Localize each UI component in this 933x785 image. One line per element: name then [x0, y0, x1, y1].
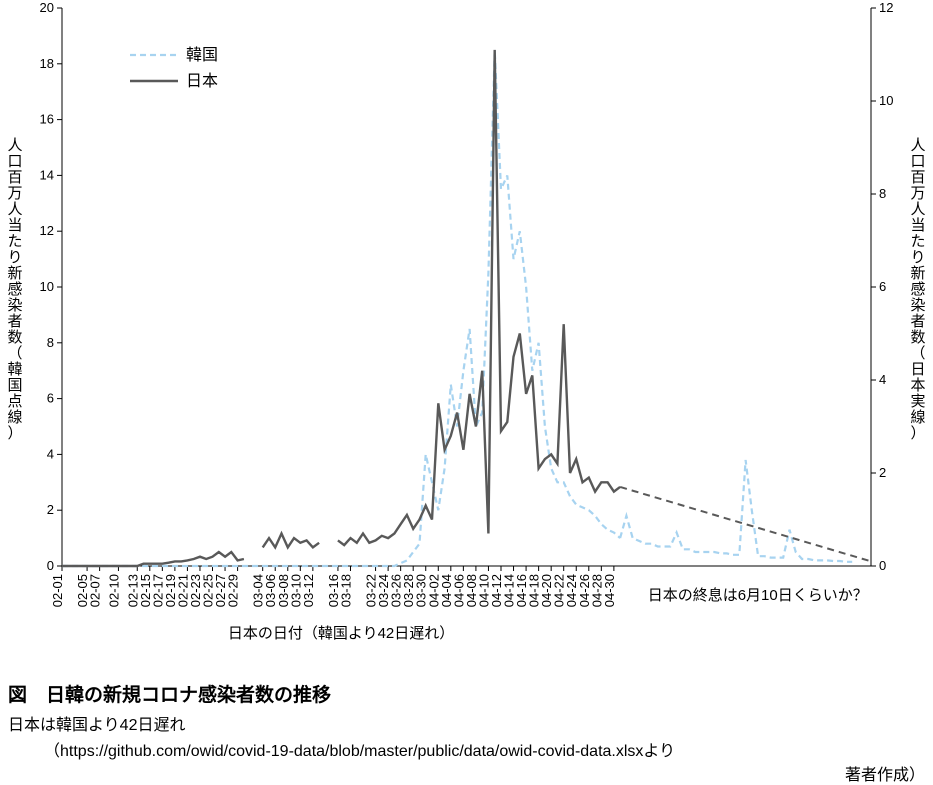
svg-text:02-10: 02-10 — [106, 574, 121, 607]
svg-text:12: 12 — [40, 223, 54, 238]
figure-title: 図 日韓の新規コロナ感染者数の推移 — [8, 680, 925, 707]
figure-subtitle: 日本は韓国より42日遅れ — [8, 711, 925, 735]
svg-text:12: 12 — [879, 0, 893, 15]
svg-text:4: 4 — [47, 446, 54, 461]
svg-text:03-12: 03-12 — [301, 574, 316, 607]
figure-source-2: 著者作成） — [8, 761, 925, 785]
svg-text:14: 14 — [40, 167, 54, 182]
svg-text:6: 6 — [47, 391, 54, 406]
figure-source-1: （https://github.com/owid/covid-19-data/b… — [8, 737, 925, 761]
svg-text:03-18: 03-18 — [338, 574, 353, 607]
svg-text:18: 18 — [40, 56, 54, 71]
svg-text:2: 2 — [47, 502, 54, 517]
svg-text:日本の日付（韓国より42日遅れ）: 日本の日付（韓国より42日遅れ） — [228, 625, 454, 642]
svg-text:02-29: 02-29 — [226, 574, 241, 607]
svg-text:02-01: 02-01 — [50, 574, 65, 607]
svg-text:8: 8 — [879, 186, 886, 201]
svg-text:20: 20 — [40, 0, 54, 15]
svg-text:日本の終息は6月10日くらいか？: 日本の終息は6月10日くらいか？ — [648, 587, 868, 604]
svg-text:4: 4 — [879, 372, 886, 387]
svg-text:10: 10 — [40, 279, 54, 294]
svg-text:日本: 日本 — [186, 72, 218, 90]
svg-text:10: 10 — [879, 93, 893, 108]
svg-text:人口百万人当たり新感染者数（日本実線）: 人口百万人当たり新感染者数（日本実線） — [910, 137, 925, 442]
svg-text:韓国: 韓国 — [186, 46, 218, 64]
svg-text:0: 0 — [47, 558, 54, 573]
svg-text:6: 6 — [879, 279, 886, 294]
svg-text:2: 2 — [879, 465, 886, 480]
svg-text:16: 16 — [40, 112, 54, 127]
line-chart: 0 2 4 6 8 10 12 14 16 18 20 0 2 4 6 8 10 12 人口百万人当たり新感染者数（… — [0, 0, 933, 670]
svg-text:02-07: 02-07 — [88, 574, 103, 607]
svg-text:8: 8 — [47, 335, 54, 350]
chart-container: 0 2 4 6 8 10 12 14 16 18 20 0 2 4 6 8 10 12 人口百万人当たり新感染者数（… — [0, 0, 933, 675]
svg-text:人口百万人当たり新感染者数（韓国点線）: 人口百万人当たり新感染者数（韓国点線） — [7, 137, 22, 442]
figure-caption: 図 日韓の新規コロナ感染者数の推移 日本は韓国より42日遅れ （https://… — [8, 680, 925, 785]
svg-text:04-30: 04-30 — [602, 574, 617, 607]
svg-text:0: 0 — [879, 558, 886, 573]
